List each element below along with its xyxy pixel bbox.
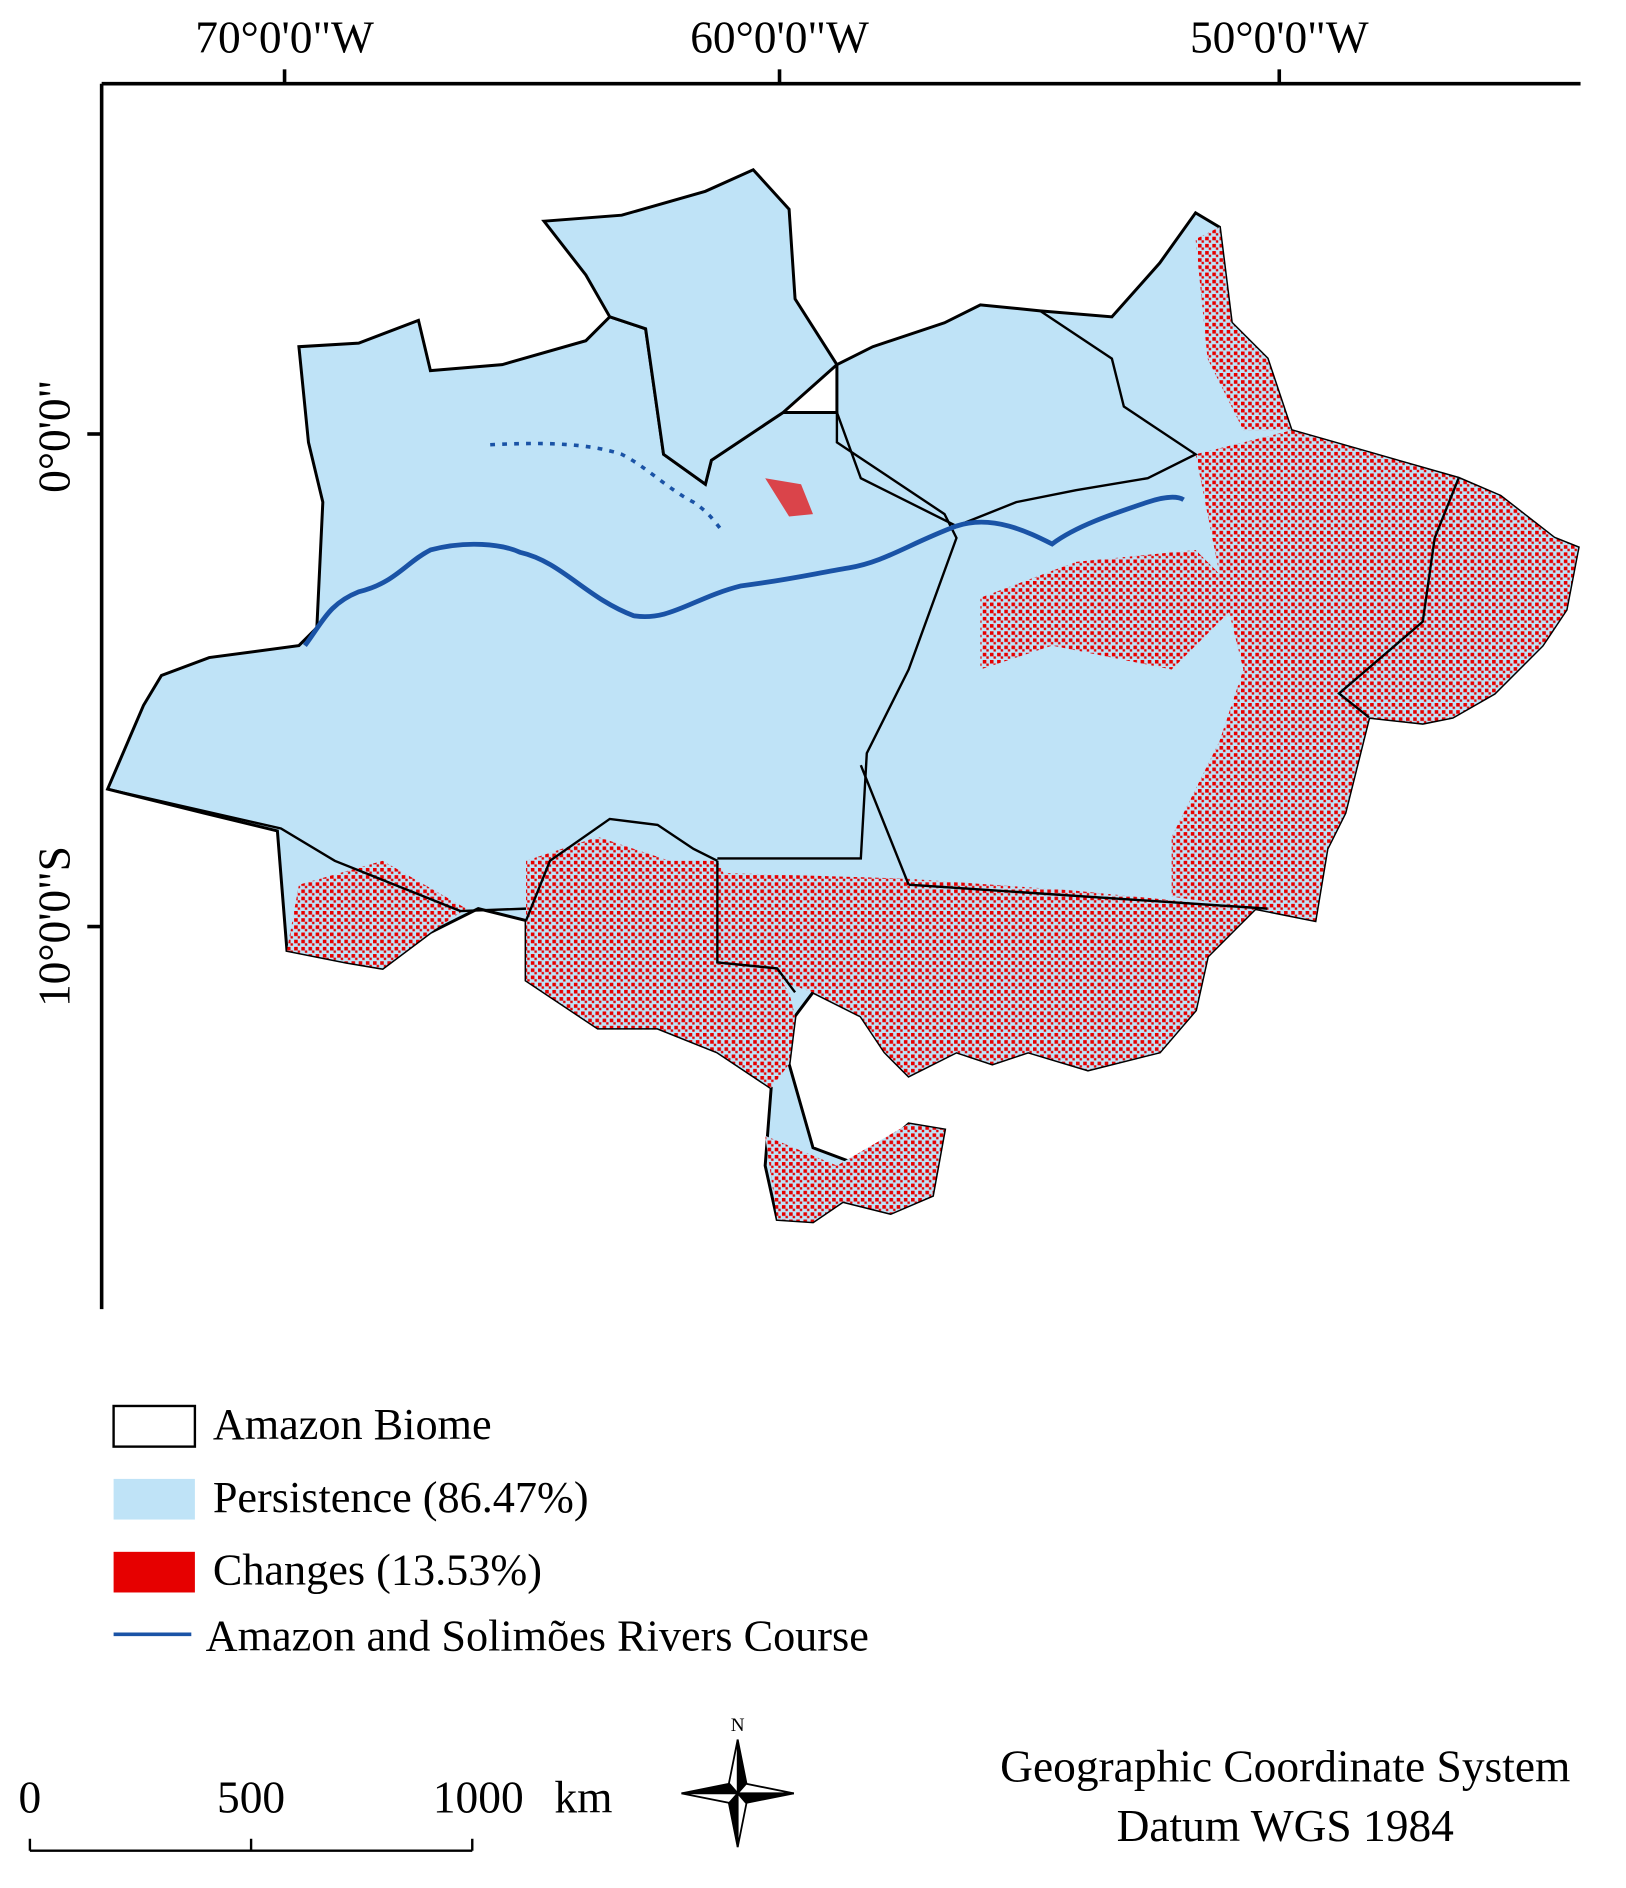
scale-label: 0: [19, 1772, 42, 1822]
scale-label: 1000: [433, 1772, 524, 1822]
latitude-label: 10°0'0"S: [29, 846, 79, 1007]
legend-label: Changes (13.53%): [213, 1546, 542, 1595]
legend-swatch: [112, 1404, 197, 1448]
amazon-biome-north: [541, 167, 839, 487]
longitude-label: 70°0'0"W: [195, 13, 374, 63]
legend-label: Amazon and Solimões Rivers Course: [206, 1611, 869, 1660]
scale-unit: km: [554, 1772, 612, 1822]
north-arrow: [681, 1739, 795, 1848]
longitude-label: 50°0'0"W: [1190, 13, 1369, 63]
legend-swatch: [113, 1478, 195, 1520]
scale-bar: [28, 1838, 474, 1852]
latitude-label: 0°0'0": [29, 380, 79, 493]
river-tributary: [490, 441, 725, 534]
scale-label: 500: [217, 1772, 285, 1822]
river-course: [302, 494, 1185, 648]
legend-swatch: [113, 1551, 195, 1593]
coordinate-note: Datum WGS 1984: [1117, 1801, 1454, 1851]
north-label: N: [731, 1715, 745, 1736]
longitude-label: 60°0'0"W: [690, 13, 869, 63]
legend-label: Persistence (86.47%): [213, 1473, 589, 1522]
coordinate-note: Geographic Coordinate System: [1000, 1741, 1570, 1791]
state-borders: [107, 309, 1460, 994]
legend-label: Amazon Biome: [213, 1400, 492, 1449]
map-frame: [87, 69, 1581, 1310]
